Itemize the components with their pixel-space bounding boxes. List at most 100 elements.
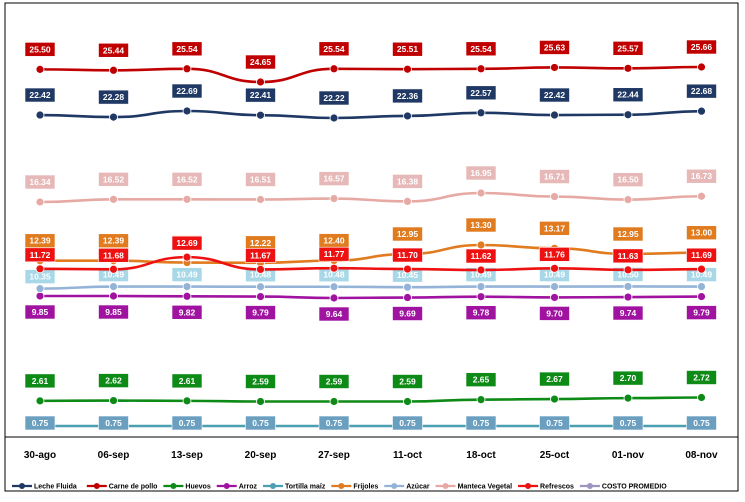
data-label-text: 10.49	[691, 270, 713, 280]
data-label-box	[539, 247, 570, 262]
data-label-text: 12.69	[176, 238, 198, 248]
data-label-text: 22.28	[103, 92, 125, 102]
data-label-text: 2.61	[32, 376, 49, 386]
data-label-text: 9.82	[179, 307, 196, 317]
data-label: 0.75	[98, 415, 129, 431]
x-tick-label: 08-nov	[685, 450, 718, 461]
legend-label: Frijoles	[353, 484, 378, 491]
data-label-box	[539, 415, 570, 431]
data-label: 10.49	[98, 267, 129, 282]
data-label-text: 11.69	[691, 250, 712, 260]
data-label-text: 9.85	[105, 307, 122, 317]
data-point	[35, 197, 45, 207]
data-label: 22.44	[612, 87, 644, 103]
data-point	[623, 195, 633, 205]
data-point	[550, 63, 559, 72]
series-line	[40, 294, 702, 300]
data-label: 25.57	[612, 41, 644, 56]
data-label-box	[465, 165, 497, 181]
data-label-text: 2.62	[105, 376, 122, 386]
data-point	[697, 106, 706, 116]
data-label-text: 22.36	[397, 91, 419, 101]
series-line	[39, 65, 702, 84]
legend-item-frijoles: Frijoles	[331, 483, 378, 491]
x-tick-label: 30-ago	[24, 450, 56, 461]
data-label-box	[318, 90, 350, 106]
data-label-text: 11.67	[250, 250, 271, 260]
data-point	[476, 395, 486, 405]
data-label-box	[245, 248, 276, 263]
data-label: 13.30	[465, 217, 497, 233]
series-tortilla-maiz: 0.75 0.75 0.75 0.75 0.75 0.75 0.75 0.75 0.75 0.75	[24, 415, 717, 431]
data-point	[35, 396, 45, 406]
data-label-box	[245, 54, 276, 70]
data-point	[109, 282, 118, 291]
data-label-box	[539, 306, 570, 321]
data-label: 0.75	[318, 415, 350, 431]
data-label-text: 25.66	[691, 42, 713, 52]
data-label-box	[98, 89, 129, 105]
data-label-text: 11.62	[471, 251, 492, 261]
data-label-text: 9.79	[693, 308, 710, 318]
data-label-text: 25.44	[103, 45, 125, 55]
data-label: 2.61	[24, 373, 56, 389]
data-label-text: 11.70	[397, 250, 418, 260]
data-label-text: 0.75	[546, 418, 563, 428]
legend-swatch-marker	[586, 483, 593, 489]
data-label: 0.75	[539, 415, 570, 431]
data-label-text: 10.49	[470, 270, 492, 280]
data-label-box	[612, 226, 644, 242]
data-label: 16.73	[686, 168, 717, 184]
series-line	[39, 285, 702, 290]
data-label: 25.66	[686, 39, 717, 55]
data-label-box	[245, 305, 276, 320]
data-label-text: 11.63	[618, 251, 639, 261]
legend-swatch-marker	[93, 483, 100, 489]
data-label-box	[539, 40, 570, 55]
data-label-box	[539, 371, 570, 387]
legend-label: Leche Fluida	[34, 484, 77, 491]
data-label-box	[318, 246, 350, 262]
data-label-text: 10.49	[176, 270, 198, 280]
series-arroz: 9.85 9.85 9.82 9.79 9.64 9.69 9.78 9.70 9.74 9.79	[24, 291, 717, 322]
data-point	[35, 291, 45, 301]
data-label-text: 25.54	[176, 44, 198, 54]
data-label-text: 2.59	[399, 377, 416, 387]
data-label: 10.49	[171, 267, 203, 282]
data-point	[550, 282, 559, 291]
data-label-text: 22.42	[29, 90, 51, 100]
data-point	[35, 264, 45, 274]
data-label-text: 25.54	[323, 44, 345, 54]
data-label-box	[612, 305, 644, 321]
data-label: 2.72	[686, 370, 717, 385]
data-label-box	[318, 171, 350, 186]
data-label: 16.34	[24, 174, 56, 190]
data-label: 16.38	[392, 174, 423, 189]
data-label-box	[686, 305, 717, 320]
data-label-text: 25.57	[617, 43, 639, 53]
data-label-text: 16.95	[470, 168, 492, 178]
data-label: 12.95	[392, 226, 423, 242]
data-label-text: 2.61	[179, 376, 196, 386]
data-label-text: 2.59	[326, 377, 343, 387]
data-label-box	[686, 83, 717, 99]
data-label-text: 13.30	[470, 220, 492, 230]
legend-label: Tortilla maíz	[285, 484, 326, 491]
data-label: 9.85	[24, 304, 56, 320]
data-label-text: 0.75	[693, 418, 710, 428]
data-label-text: 9.69	[399, 309, 416, 319]
data-label-box	[465, 415, 497, 431]
data-label-box	[24, 87, 56, 103]
data-point	[256, 397, 265, 406]
data-label: 24.65	[245, 54, 276, 70]
data-point	[403, 397, 412, 406]
data-label-box	[612, 415, 644, 431]
data-point	[550, 110, 559, 120]
data-label-text: 16.52	[103, 174, 125, 184]
legend-label: Azúcar	[406, 484, 430, 491]
legend-item-manteca-vegetal: Manteca Vegetal	[435, 483, 512, 491]
data-label: 9.79	[245, 305, 276, 320]
data-label-text: 11.68	[103, 250, 124, 260]
series-line	[39, 109, 702, 120]
data-label-text: 22.42	[544, 90, 566, 100]
